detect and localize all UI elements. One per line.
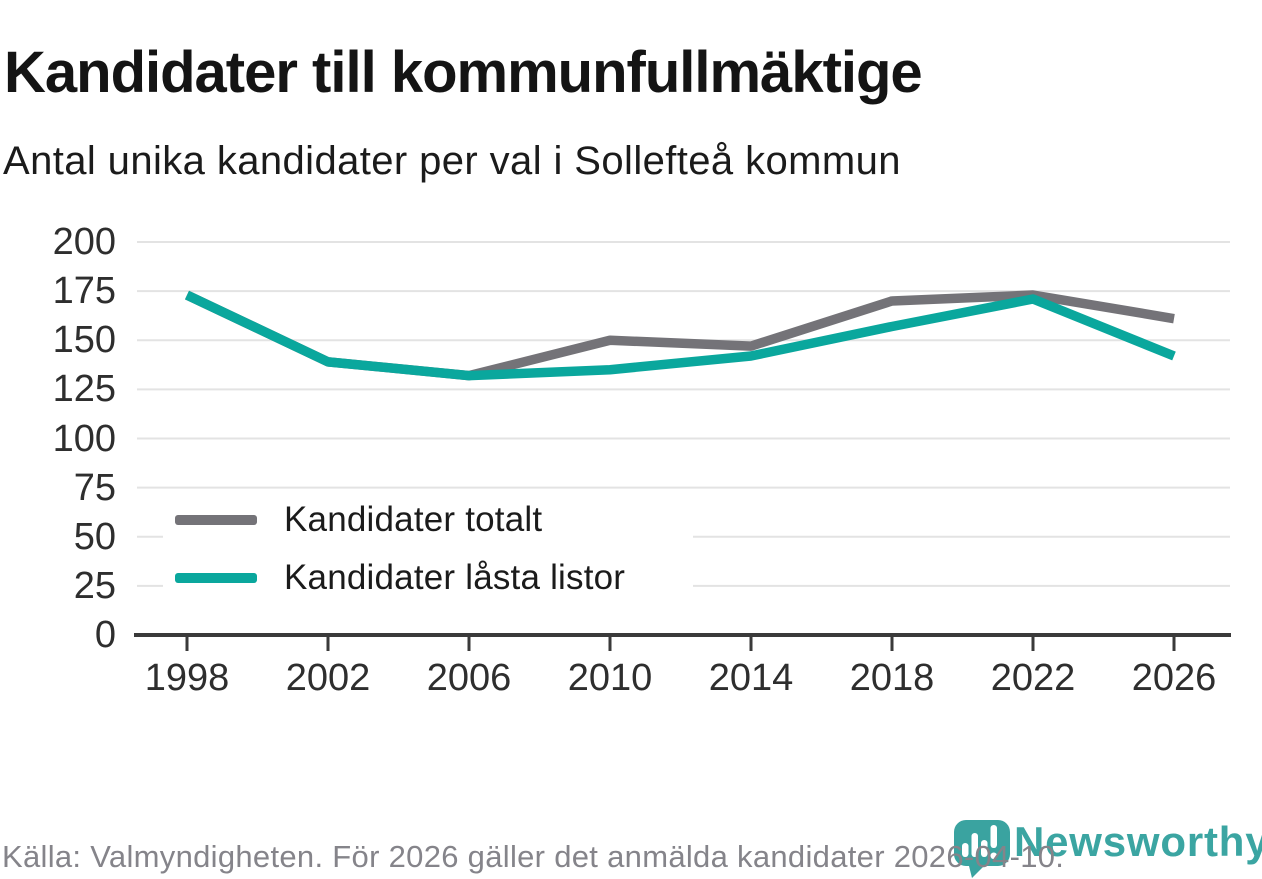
- legend-swatch-icon: [175, 573, 257, 583]
- x-axis-label: 2014: [708, 657, 794, 699]
- x-axis-label: 2022: [990, 657, 1076, 699]
- x-axis-label: 2018: [849, 657, 935, 699]
- legend-item: Kandidater låsta listor: [175, 551, 693, 605]
- x-axis-label: 2006: [426, 657, 512, 699]
- chart-subtitle: Antal unika kandidater per val i Solleft…: [3, 139, 901, 183]
- y-axis-label: 125: [52, 368, 116, 411]
- page-title: Kandidater till kommunfullmäktige: [4, 39, 923, 105]
- y-axis-label: 100: [52, 417, 116, 460]
- y-axis-label: 75: [73, 466, 116, 509]
- source-note: Källa: Valmyndigheten. För 2026 gäller d…: [2, 839, 1065, 874]
- y-axis-label: 0: [94, 614, 116, 656]
- series-line-kandidater-l-sta-listor: [184, 290, 1176, 381]
- x-axis-label: 2010: [567, 657, 653, 699]
- x-axis-label: 1998: [144, 657, 230, 699]
- y-axis-label: 175: [52, 270, 116, 313]
- legend-swatch-icon: [175, 515, 257, 525]
- legend-label: Kandidater låsta listor: [284, 558, 626, 597]
- x-axis-label: 2002: [285, 657, 371, 699]
- y-axis-label: 50: [73, 515, 116, 558]
- legend-label: Kandidater totalt: [284, 500, 543, 539]
- y-axis-label: 150: [52, 319, 116, 362]
- y-axis-label: 25: [73, 564, 116, 607]
- chart-legend: Kandidater totalt Kandidater låsta listor: [163, 491, 693, 609]
- x-axis-label: 2026: [1131, 657, 1217, 699]
- legend-item: Kandidater totalt: [175, 493, 693, 547]
- y-axis-label: 200: [52, 221, 116, 263]
